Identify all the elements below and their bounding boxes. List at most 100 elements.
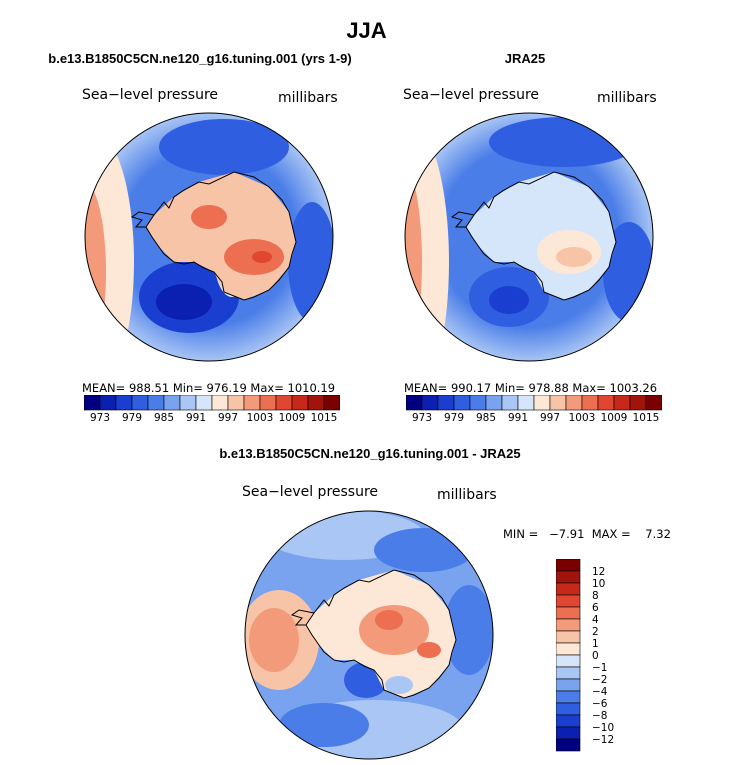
colorbar3-box-10 [556,678,581,692]
colorbar2-box-11 [581,395,599,411]
panel2-title: JRA25 [504,51,546,66]
colorbar1-box-15 [323,395,340,411]
colorbar1-box-11 [259,395,277,411]
colorbar3-tick-label: 4 [592,614,599,626]
colorbar3-box-13 [556,714,581,728]
p1-map-border [84,112,334,362]
p3-map-border [244,510,494,760]
p3-peninsula [290,609,315,626]
colorbar2-tick-label: 1009 [601,412,628,424]
colorbar1-tick-label: 973 [90,412,110,424]
panel2-variable-label: Sea−level pressure [403,87,540,103]
colorbar2-box-7 [517,395,535,411]
colorbar1-tick-label: 1003 [247,412,274,424]
panel3-variable-label: Sea−level pressure [242,484,379,500]
p2-peninsula [450,211,475,228]
p3-antarctica-coast [305,569,457,699]
colorbar1-box-5 [163,395,181,411]
colorbar2-tick-label: 979 [444,412,464,424]
p2-map-border [404,112,654,362]
colorbar1-box-4 [147,395,165,411]
colorbar1-box-7 [195,395,213,411]
colorbar1-tick-label: 1015 [311,412,338,424]
p2-plateau-peak [556,247,592,267]
colorbar3-tick-label: −2 [592,674,607,686]
colorbar3-box-12 [556,702,581,716]
colorbar3-tick-label: −12 [592,734,614,746]
colorbar3-tick-label: −1 [592,662,607,674]
colorbar3-box-3 [556,594,581,608]
panel2-colorbar [406,395,662,411]
colorbar1-box-14 [307,395,325,411]
panel2-units-label: millibars [597,90,657,106]
p1-low-southwest-core [156,284,212,320]
p1-antarctica-coast [145,171,297,301]
colorbar3-box-1 [556,570,581,584]
p1-low-north [159,119,289,175]
colorbar3-tick-label: 1 [592,638,599,650]
colorbar2-box-15 [645,395,662,411]
colorbar1-box-13 [291,395,309,411]
colorbar3-tick-label: 0 [592,650,599,662]
colorbar2-box-9 [549,395,567,411]
colorbar3-box-6 [556,630,581,644]
colorbar2-tick-label: 997 [540,412,560,424]
colorbar3-box-14 [556,726,581,740]
colorbar1-box-8 [211,395,229,411]
colorbar3-box-8 [556,654,581,668]
panel2-map [404,112,654,362]
colorbar2-box-12 [597,395,615,411]
panel1-variable-label: Sea−level pressure [82,87,219,103]
colorbar2-box-1 [421,395,439,411]
colorbar1-tick-label: 979 [122,412,142,424]
colorbar2-box-2 [437,395,455,411]
colorbar1-box-9 [227,395,245,411]
colorbar2-tick-label: 991 [508,412,528,424]
colorbar2-tick-label: 973 [412,412,432,424]
colorbar1-box-0 [84,395,101,411]
colorbar1-tick-label: 991 [186,412,206,424]
p1-peninsula [130,211,155,228]
colorbar3-tick-label: 8 [592,590,599,602]
p2-low-north [489,117,639,167]
colorbar1-tick-label: 1009 [279,412,306,424]
colorbar1-tick-label: 985 [154,412,174,424]
panel1-stats: MEAN= 988.51 Min= 976.19 Max= 1010.19 [82,381,336,395]
p3-east-negative [444,585,493,675]
p2-antarctica-coast [465,171,617,301]
panel3-title: b.e13.B1850C5CN.ne120_g16.tuning.001 - J… [219,446,521,461]
colorbar2-box-6 [501,395,519,411]
panel1-colorbar-ticks: 973 979 985 991 997 1003 1009 1015 [90,412,338,424]
colorbar3-tick-label: 2 [592,626,599,638]
colorbar1-box-12 [275,395,293,411]
colorbar3-tick-label: −10 [592,722,614,734]
colorbar3-tick-label: 12 [592,566,605,578]
p3-interior-neg [385,676,413,694]
colorbar3-box-11 [556,690,581,704]
colorbar3-tick-label: 6 [592,602,599,614]
colorbar2-box-5 [485,395,503,411]
colorbar3-box-0 [556,559,581,572]
panel1-map [84,112,334,362]
colorbar2-box-0 [406,395,423,411]
panel2-stats: MEAN= 990.17 Min= 978.88 Max= 1003.26 [404,381,658,395]
colorbar2-box-4 [469,395,487,411]
colorbar1-box-6 [179,395,197,411]
colorbar3-box-7 [556,642,581,656]
colorbar3-tick-label: 10 [592,578,605,590]
colorbar2-tick-label: 1003 [569,412,596,424]
p2-low-southwest-core [489,286,529,314]
colorbar3-tick-label: −4 [592,686,608,698]
colorbar1-box-2 [115,395,133,411]
colorbar3-box-2 [556,582,581,596]
colorbar3-tick-label: −8 [592,710,607,722]
colorbar1-box-10 [243,395,261,411]
colorbar3-tick-label: −6 [592,698,608,710]
panel3-map [244,510,494,760]
colorbar3-box-15 [556,738,581,752]
colorbar2-box-14 [629,395,647,411]
panel3-stats: MIN = −7.91 MAX = 7.32 [503,527,671,541]
colorbar2-tick-label: 985 [476,412,496,424]
colorbar2-tick-label: 1015 [633,412,660,424]
